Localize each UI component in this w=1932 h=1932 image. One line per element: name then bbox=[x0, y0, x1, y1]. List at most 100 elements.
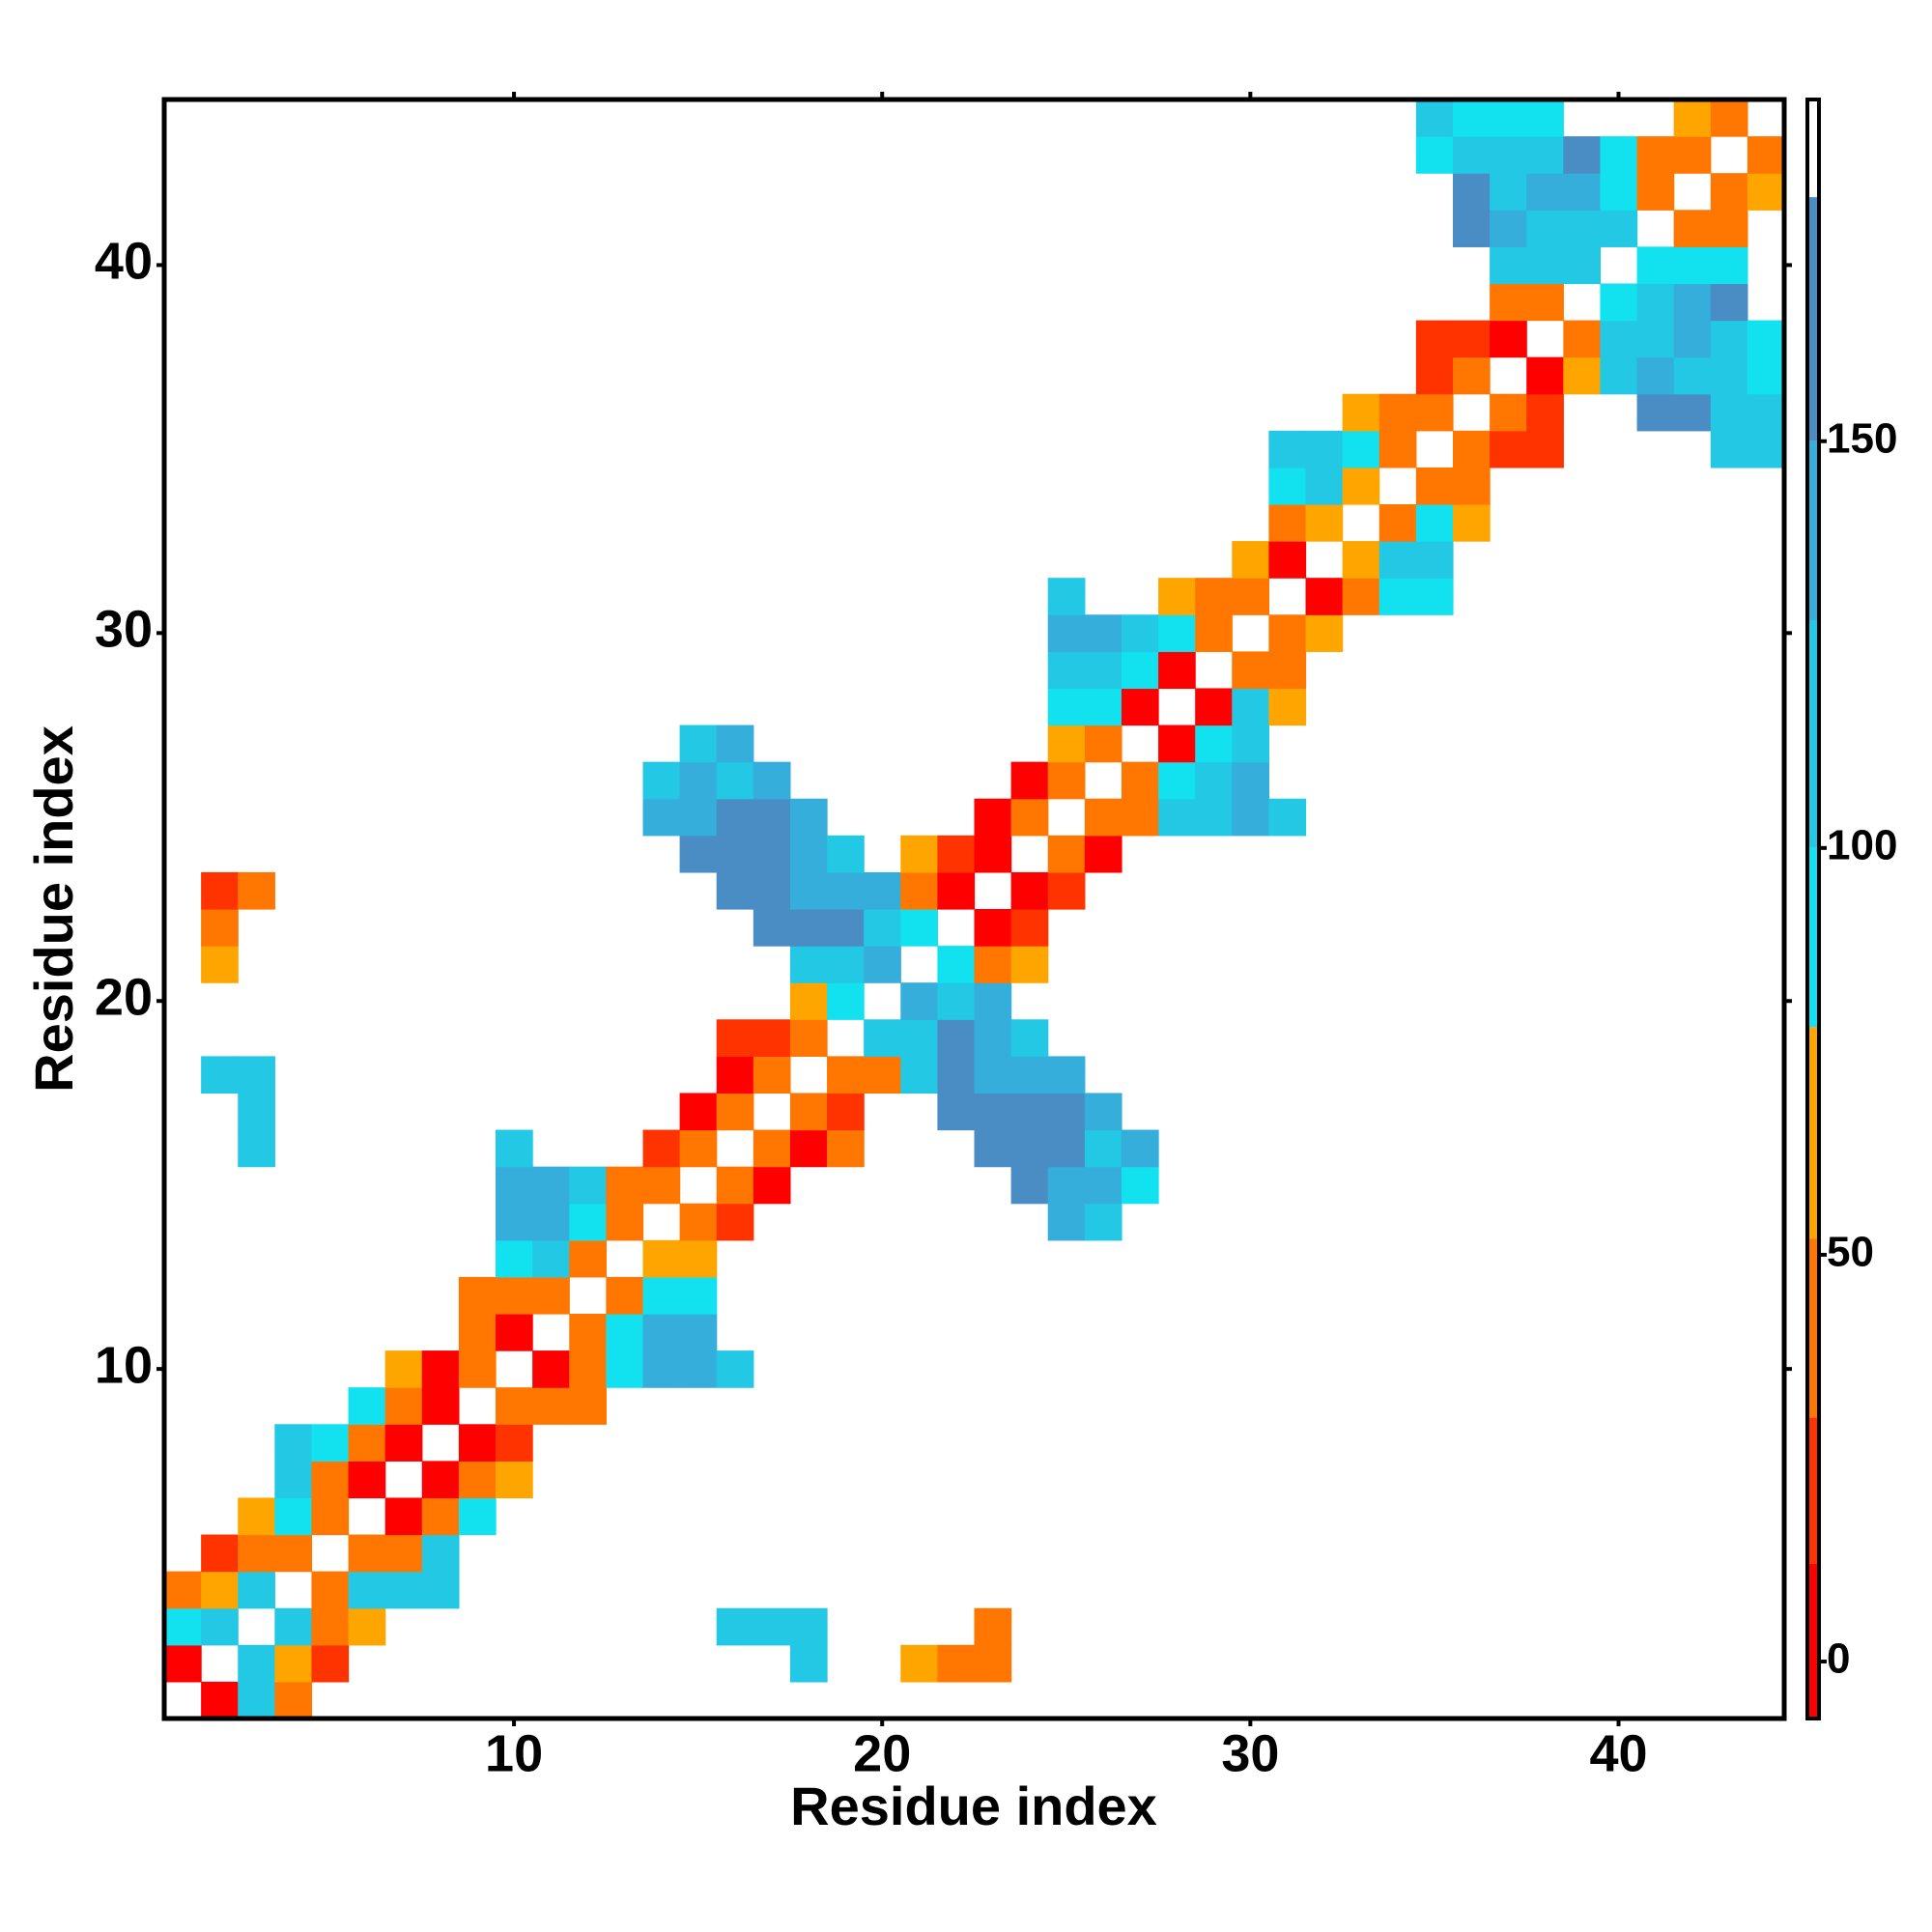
cell bbox=[348, 1571, 386, 1609]
colorbar-tick-label: 150 bbox=[1827, 414, 1897, 462]
cell bbox=[1526, 283, 1564, 322]
cell bbox=[900, 835, 938, 873]
cell bbox=[937, 946, 976, 983]
cell bbox=[716, 724, 754, 763]
cell bbox=[1268, 688, 1307, 726]
cell bbox=[1490, 283, 1527, 322]
cell bbox=[974, 1644, 1012, 1683]
cell bbox=[1010, 1166, 1049, 1205]
cell bbox=[1047, 835, 1086, 873]
cell bbox=[1673, 136, 1712, 174]
cell bbox=[1490, 210, 1527, 247]
cell bbox=[679, 798, 718, 837]
cell bbox=[1490, 246, 1527, 285]
cell bbox=[1305, 614, 1344, 652]
cell bbox=[201, 1681, 239, 1719]
cell bbox=[384, 1571, 423, 1609]
cell bbox=[606, 1314, 644, 1351]
cell bbox=[1747, 173, 1785, 211]
cell bbox=[753, 761, 791, 800]
cell bbox=[1415, 578, 1454, 615]
cell bbox=[1673, 320, 1712, 358]
cell bbox=[1415, 467, 1454, 505]
cell bbox=[827, 1129, 865, 1168]
cell bbox=[1010, 798, 1049, 837]
colorbar-segment bbox=[1807, 1238, 1819, 1418]
cell bbox=[1047, 1129, 1086, 1168]
cell bbox=[1195, 578, 1233, 615]
cell bbox=[458, 1314, 497, 1351]
x-axis-title: Residue index bbox=[790, 1776, 1157, 1836]
cell bbox=[937, 1019, 976, 1057]
cell bbox=[532, 1166, 570, 1205]
cell bbox=[1305, 430, 1344, 469]
cell bbox=[753, 798, 791, 837]
cell bbox=[1710, 246, 1748, 285]
cell bbox=[1526, 99, 1564, 137]
cell bbox=[1158, 614, 1196, 652]
cell bbox=[238, 1129, 275, 1168]
cell bbox=[1747, 320, 1785, 358]
cell bbox=[1747, 136, 1785, 174]
cell bbox=[1010, 1056, 1049, 1094]
cell bbox=[238, 1534, 275, 1573]
cell bbox=[1084, 835, 1122, 873]
cell bbox=[1232, 541, 1270, 579]
cell bbox=[1305, 578, 1344, 615]
cell bbox=[569, 1203, 607, 1241]
cell bbox=[311, 1461, 350, 1499]
cell bbox=[679, 1276, 718, 1315]
cell bbox=[1084, 1129, 1122, 1168]
cell bbox=[789, 798, 828, 837]
cell bbox=[827, 909, 865, 947]
cell bbox=[1047, 1203, 1086, 1241]
colorbar-segment bbox=[1807, 1417, 1819, 1564]
cell bbox=[1452, 320, 1491, 358]
cell bbox=[1378, 541, 1417, 579]
cell bbox=[789, 871, 828, 910]
cell bbox=[1526, 173, 1564, 211]
cell bbox=[679, 724, 718, 763]
cell bbox=[753, 1166, 791, 1205]
cell bbox=[458, 1350, 497, 1388]
cell bbox=[679, 761, 718, 800]
cell bbox=[1268, 541, 1307, 579]
cell bbox=[1342, 467, 1380, 505]
cell bbox=[1047, 761, 1086, 800]
cell bbox=[789, 1607, 828, 1646]
cell bbox=[384, 1497, 423, 1536]
cell bbox=[900, 1019, 938, 1057]
colorbar-tick-label: 100 bbox=[1827, 821, 1897, 868]
cell bbox=[164, 1644, 202, 1683]
cell bbox=[827, 835, 865, 873]
cell bbox=[606, 1203, 644, 1241]
cell bbox=[716, 1093, 754, 1131]
cell bbox=[679, 1129, 718, 1168]
cell bbox=[1342, 578, 1380, 615]
cell bbox=[1710, 320, 1748, 358]
colorbar-segment bbox=[1807, 197, 1819, 441]
cell bbox=[716, 1203, 754, 1241]
cell bbox=[1490, 430, 1527, 469]
cell bbox=[974, 982, 1012, 1020]
colorbar-segment bbox=[1807, 847, 1819, 1028]
cell bbox=[937, 982, 976, 1020]
cell bbox=[1158, 798, 1196, 837]
cell bbox=[1600, 283, 1638, 322]
cell bbox=[1415, 504, 1454, 542]
cell bbox=[1600, 136, 1638, 174]
cell bbox=[1673, 246, 1712, 285]
cell bbox=[789, 1019, 828, 1057]
cell bbox=[1047, 614, 1086, 652]
cell bbox=[311, 1644, 350, 1683]
cell bbox=[679, 1350, 718, 1388]
cell bbox=[1047, 1093, 1086, 1131]
cell bbox=[1415, 541, 1454, 579]
cell bbox=[496, 1166, 533, 1205]
cell bbox=[1195, 688, 1233, 726]
cell bbox=[569, 1166, 607, 1205]
cell bbox=[1121, 1129, 1159, 1168]
cell bbox=[827, 982, 865, 1020]
y-tick-label: 10 bbox=[95, 1336, 153, 1394]
